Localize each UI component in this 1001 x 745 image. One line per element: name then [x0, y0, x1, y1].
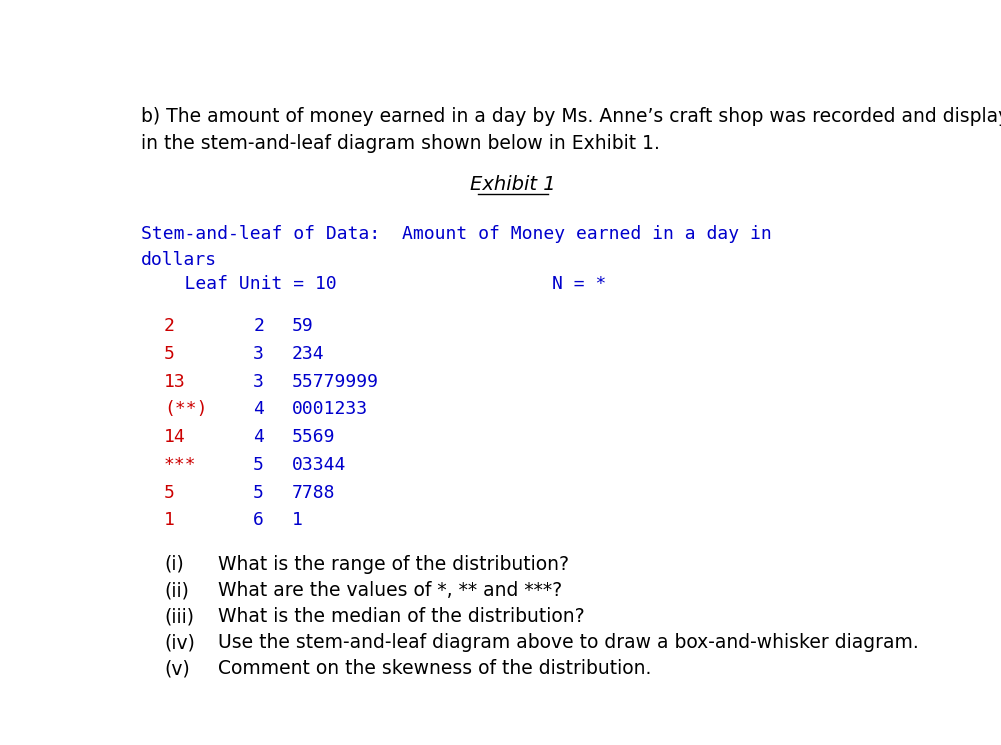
Text: (v): (v)	[164, 659, 189, 679]
Text: 4: 4	[253, 428, 264, 446]
Text: 2: 2	[253, 317, 264, 335]
Text: What is the range of the distribution?: What is the range of the distribution?	[218, 555, 570, 574]
Text: b) The amount of money earned in a day by Ms. Anne’s craft shop was recorded and: b) The amount of money earned in a day b…	[140, 107, 1001, 126]
Text: 13: 13	[164, 372, 185, 391]
Text: (iii): (iii)	[164, 607, 194, 627]
Text: (iv): (iv)	[164, 633, 195, 653]
Text: (i): (i)	[164, 555, 183, 574]
Text: 14: 14	[164, 428, 185, 446]
Text: ***: ***	[164, 456, 196, 474]
Text: 5: 5	[253, 484, 264, 501]
Text: 59: 59	[292, 317, 313, 335]
Text: 7788: 7788	[292, 484, 335, 501]
Text: 5: 5	[164, 484, 175, 501]
Text: N = *: N = *	[552, 275, 607, 293]
Text: 234: 234	[292, 345, 324, 363]
Text: 03344: 03344	[292, 456, 346, 474]
Text: 4: 4	[253, 401, 264, 419]
Text: 1: 1	[292, 511, 302, 529]
Text: dollars: dollars	[140, 251, 217, 270]
Text: 3: 3	[253, 345, 264, 363]
Text: (**): (**)	[164, 401, 207, 419]
Text: 1: 1	[164, 511, 175, 529]
Text: 2: 2	[164, 317, 175, 335]
Text: in the stem-and-leaf diagram shown below in Exhibit 1.: in the stem-and-leaf diagram shown below…	[140, 134, 660, 153]
Text: Leaf Unit = 10: Leaf Unit = 10	[140, 275, 336, 293]
Text: Comment on the skewness of the distribution.: Comment on the skewness of the distribut…	[218, 659, 652, 679]
Text: 5: 5	[253, 456, 264, 474]
Text: What is the median of the distribution?: What is the median of the distribution?	[218, 607, 585, 627]
Text: Stem-and-leaf of Data:  Amount of Money earned in a day in: Stem-and-leaf of Data: Amount of Money e…	[140, 225, 772, 243]
Text: (ii): (ii)	[164, 581, 189, 600]
Text: 0001233: 0001233	[292, 401, 368, 419]
Text: What are the values of *, ** and ***?: What are the values of *, ** and ***?	[218, 581, 563, 600]
Text: 55779999: 55779999	[292, 372, 379, 391]
Text: 5: 5	[164, 345, 175, 363]
Text: Use the stem-and-leaf diagram above to draw a box-and-whisker diagram.: Use the stem-and-leaf diagram above to d…	[218, 633, 919, 653]
Text: 5569: 5569	[292, 428, 335, 446]
Text: 6: 6	[253, 511, 264, 529]
Text: Exhibit 1: Exhibit 1	[470, 176, 556, 194]
Text: 3: 3	[253, 372, 264, 391]
